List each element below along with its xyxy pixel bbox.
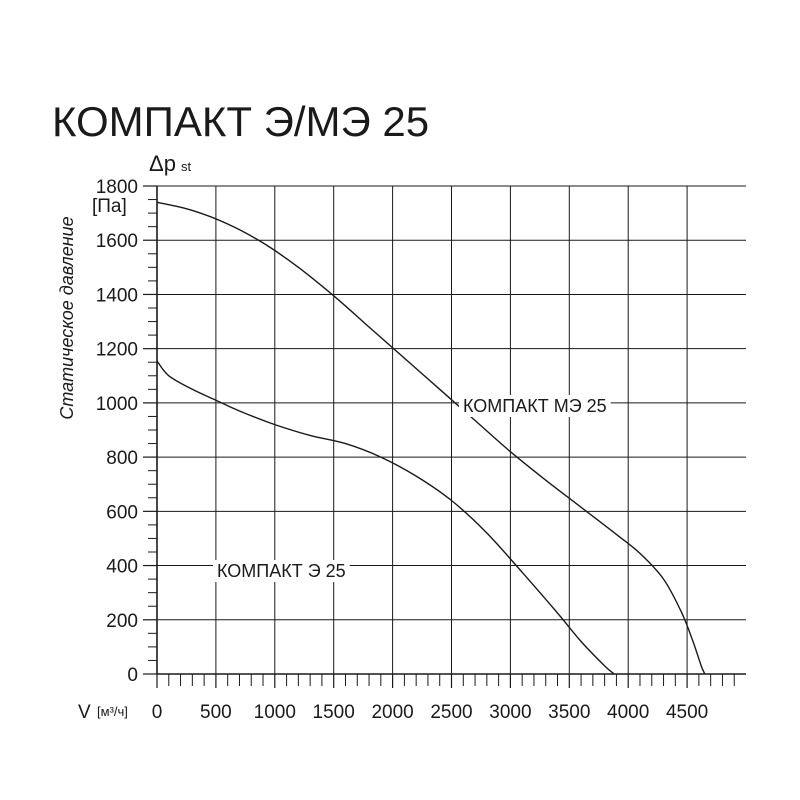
y-axis-symbol: Δp st [149,151,191,176]
series-label-background [459,395,611,417]
x-tick-label-500: 500 [200,702,232,723]
y-tick-label-800: 800 [106,448,138,469]
y-symbol: Δp [149,151,176,176]
series-label-background [213,560,350,582]
series-label-kompakt-me-25: КОМПАКТ МЭ 25 [463,396,607,416]
y-tick-label-600: 600 [106,502,138,523]
x-tick-label-0: 0 [152,702,163,723]
x-tick-label-3000: 3000 [489,702,531,723]
x-tick-label-2000: 2000 [371,702,413,723]
y-axis-unit: [Па] [92,196,127,217]
x-axis-symbol: V [78,702,91,723]
series-line-kompakt-e-25 [156,360,615,675]
axes [156,186,746,675]
x-tick-label-3500: 3500 [548,702,590,723]
y-tick-label-200: 200 [106,611,138,632]
y-tick-label-1200: 1200 [96,340,138,361]
y-axis-label: Статическое давление [57,216,77,419]
series-line-kompakt-me-25 [156,201,706,675]
y-tick-label-1600: 1600 [96,231,138,252]
series-label-kompakt-e-25: КОМПАКТ Э 25 [217,561,346,581]
x-tick-label-4000: 4000 [607,702,649,723]
y-tick-label-1400: 1400 [96,285,138,306]
y-tick-labels: 0 200 400 600 800 1000 1200 1400 1600 1800 [96,177,138,686]
chart-title: КОМПАКТ Э/МЭ 25 [52,98,429,145]
series-lines [156,201,706,675]
y-tick-label-400: 400 [106,557,138,578]
minor-ticks [143,185,735,688]
grid [157,185,746,674]
y-tick-label-1800: 1800 [96,177,138,198]
x-tick-label-1500: 1500 [313,702,355,723]
y-symbol-subscript: st [181,159,192,174]
x-tick-labels: 0 500 1000 1500 2000 2500 3000 3500 4000 4500 [152,702,709,723]
y-tick-label-1000: 1000 [96,394,138,415]
y-tick-label-0: 0 [127,665,138,686]
x-tick-label-1000: 1000 [254,702,296,723]
x-tick-label-4500: 4500 [666,702,708,723]
x-axis-unit: [м³/ч] [97,704,128,719]
x-tick-label-2500: 2500 [430,702,472,723]
